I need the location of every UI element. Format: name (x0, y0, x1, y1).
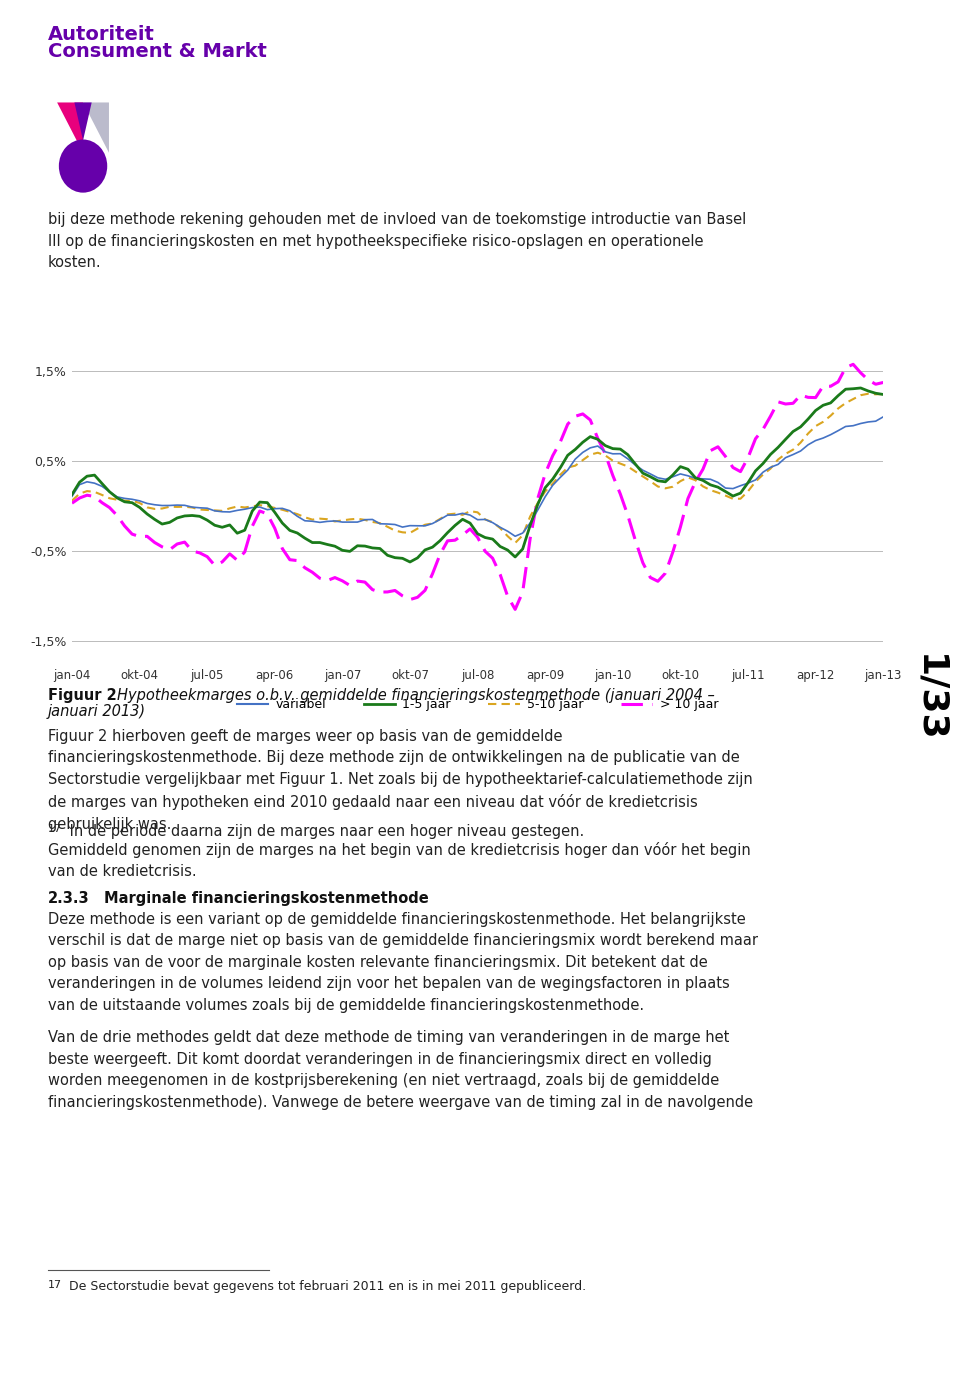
Polygon shape (83, 102, 108, 152)
Text: 2.3.3: 2.3.3 (48, 891, 89, 906)
Text: Gemiddeld genomen zijn de marges na het begin van de kredietcrisis hoger dan vóó: Gemiddeld genomen zijn de marges na het … (48, 842, 751, 879)
Text: Hypotheekmarges o.b.v. gemiddelde financieringskostenmethode (januari 2004 –: Hypotheekmarges o.b.v. gemiddelde financ… (117, 688, 715, 704)
Polygon shape (74, 102, 91, 141)
Text: Van de drie methodes geldt dat deze methode de timing van veranderingen in de ma: Van de drie methodes geldt dat deze meth… (48, 1030, 754, 1110)
Text: Autoriteit: Autoriteit (48, 25, 155, 45)
Circle shape (59, 140, 108, 193)
Text: In de periode daarna zijn de marges naar een hoger niveau gestegen.: In de periode daarna zijn de marges naar… (65, 824, 585, 839)
Text: Figuur 2: Figuur 2 (48, 688, 117, 704)
Text: bij deze methode rekening gehouden met de invloed van de toekomstige introductie: bij deze methode rekening gehouden met d… (48, 212, 746, 271)
Text: januari 2013): januari 2013) (48, 704, 146, 719)
Text: 17: 17 (48, 1280, 62, 1290)
Polygon shape (58, 102, 83, 152)
Text: Figuur 2 hierboven geeft de marges weer op basis van de gemiddelde
financierings: Figuur 2 hierboven geeft de marges weer … (48, 729, 753, 832)
Text: Deze methode is een variant op de gemiddelde financieringskostenmethode. Het bel: Deze methode is een variant op de gemidd… (48, 912, 758, 1013)
Text: Consument & Markt: Consument & Markt (48, 42, 267, 61)
Text: 17: 17 (48, 824, 62, 833)
Text: De Sectorstudie bevat gegevens tot februari 2011 en is in mei 2011 gepubliceerd.: De Sectorstudie bevat gegevens tot febru… (65, 1280, 587, 1293)
Text: 1/33: 1/33 (912, 653, 947, 743)
Legend: variabel, 1-5 jaar, 5-10 jaar, > 10 jaar: variabel, 1-5 jaar, 5-10 jaar, > 10 jaar (231, 692, 724, 716)
Text: Marginale financieringskostenmethode: Marginale financieringskostenmethode (104, 891, 428, 906)
